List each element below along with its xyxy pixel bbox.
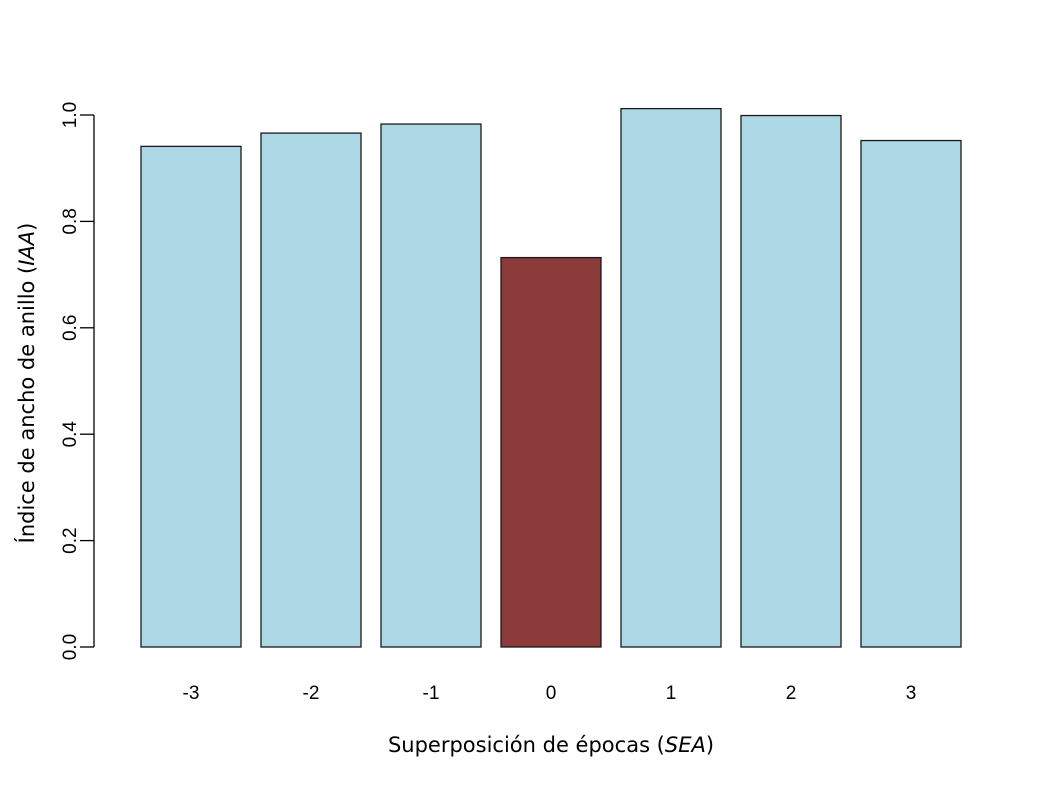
bar--3 <box>140 145 242 648</box>
y-tick-label: 0.0 <box>60 634 81 660</box>
bar--1 <box>380 123 482 648</box>
bar-2 <box>740 114 842 648</box>
y-axis-title: Índice de ancho de anillo (IAA) <box>14 223 39 544</box>
y-tick-label: 1.0 <box>60 102 81 128</box>
bar-0 <box>500 256 602 648</box>
bar--2 <box>260 132 362 648</box>
y-axis-title-prefix: Índice de ancho de anillo ( <box>14 266 39 544</box>
bars-group <box>140 107 962 648</box>
y-tick-label: 0.8 <box>60 208 81 234</box>
x-axis-title: Superposición de épocas (SEA) <box>388 733 714 757</box>
x-axis-title-suffix: ) <box>706 733 714 757</box>
y-tick-label: 0.6 <box>60 315 81 341</box>
x-tick-label: 3 <box>906 683 917 704</box>
x-tick-label: -1 <box>423 683 440 704</box>
y-axis-title-italic: IAA <box>15 231 39 266</box>
bar-1 <box>620 107 722 648</box>
x-tick-label: 0 <box>546 683 557 704</box>
y-axis: 0.0 0.2 0.4 0.6 0.8 1.0 <box>60 102 95 660</box>
x-tick-label: -3 <box>183 683 200 704</box>
bar-3 <box>860 139 962 648</box>
x-axis-title-italic: SEA <box>665 733 706 757</box>
x-tick-label: 2 <box>786 683 797 704</box>
x-axis-tick-labels: -3 -2 -1 0 1 2 3 <box>183 683 917 704</box>
x-tick-label: -2 <box>303 683 320 704</box>
x-axis-title-prefix: Superposición de épocas ( <box>388 733 665 757</box>
y-tick-label: 0.2 <box>60 527 81 553</box>
y-axis-title-suffix: ) <box>15 223 39 231</box>
y-tick-label: 0.4 <box>60 421 81 448</box>
x-tick-label: 1 <box>666 683 677 704</box>
